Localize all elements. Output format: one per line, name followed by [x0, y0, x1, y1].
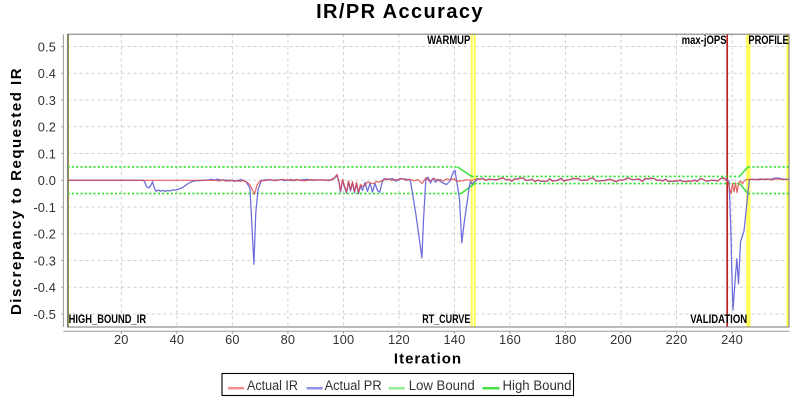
svg-text:VALIDATION: VALIDATION: [690, 312, 747, 326]
svg-text:-0.4: -0.4: [33, 280, 56, 295]
svg-text:-0.2: -0.2: [33, 227, 56, 242]
svg-text:140: 140: [444, 332, 466, 347]
svg-text:60: 60: [225, 332, 240, 347]
svg-text:HIGH_BOUND_IR: HIGH_BOUND_IR: [69, 312, 147, 326]
svg-text:max-jOPS: max-jOPS: [682, 33, 727, 47]
svg-text:240: 240: [721, 332, 743, 347]
svg-text:WARMUP: WARMUP: [427, 33, 470, 47]
svg-text:120: 120: [388, 332, 410, 347]
svg-text:0.3: 0.3: [38, 93, 56, 108]
svg-text:220: 220: [666, 332, 688, 347]
svg-text:20: 20: [114, 332, 129, 347]
svg-text:0.1: 0.1: [38, 146, 56, 161]
svg-text:0.5: 0.5: [38, 39, 56, 54]
svg-text:200: 200: [610, 332, 632, 347]
svg-text:160: 160: [499, 332, 521, 347]
svg-text:80: 80: [281, 332, 296, 347]
svg-text:180: 180: [555, 332, 577, 347]
svg-text:PROFILE: PROFILE: [748, 33, 788, 47]
svg-text:-0.3: -0.3: [33, 253, 56, 268]
svg-text:High Bound: High Bound: [503, 378, 572, 393]
svg-text:40: 40: [170, 332, 185, 347]
svg-text:-0.5: -0.5: [33, 307, 56, 322]
svg-text:Actual IR: Actual IR: [247, 378, 298, 393]
svg-text:-0.1: -0.1: [33, 200, 56, 215]
svg-text:RT_CURVE: RT_CURVE: [422, 312, 470, 326]
svg-text:IR/PR Accuracy: IR/PR Accuracy: [316, 1, 484, 23]
svg-text:Actual PR: Actual PR: [325, 378, 382, 393]
svg-text:0.4: 0.4: [38, 66, 56, 81]
svg-text:Iteration: Iteration: [394, 350, 462, 367]
svg-text:Low Bound: Low Bound: [409, 378, 475, 393]
svg-text:Discrepancy to Requested IR: Discrepancy to Requested IR: [8, 67, 25, 315]
svg-text:0.2: 0.2: [38, 120, 56, 135]
svg-text:0.0: 0.0: [38, 173, 56, 188]
svg-text:100: 100: [332, 332, 354, 347]
